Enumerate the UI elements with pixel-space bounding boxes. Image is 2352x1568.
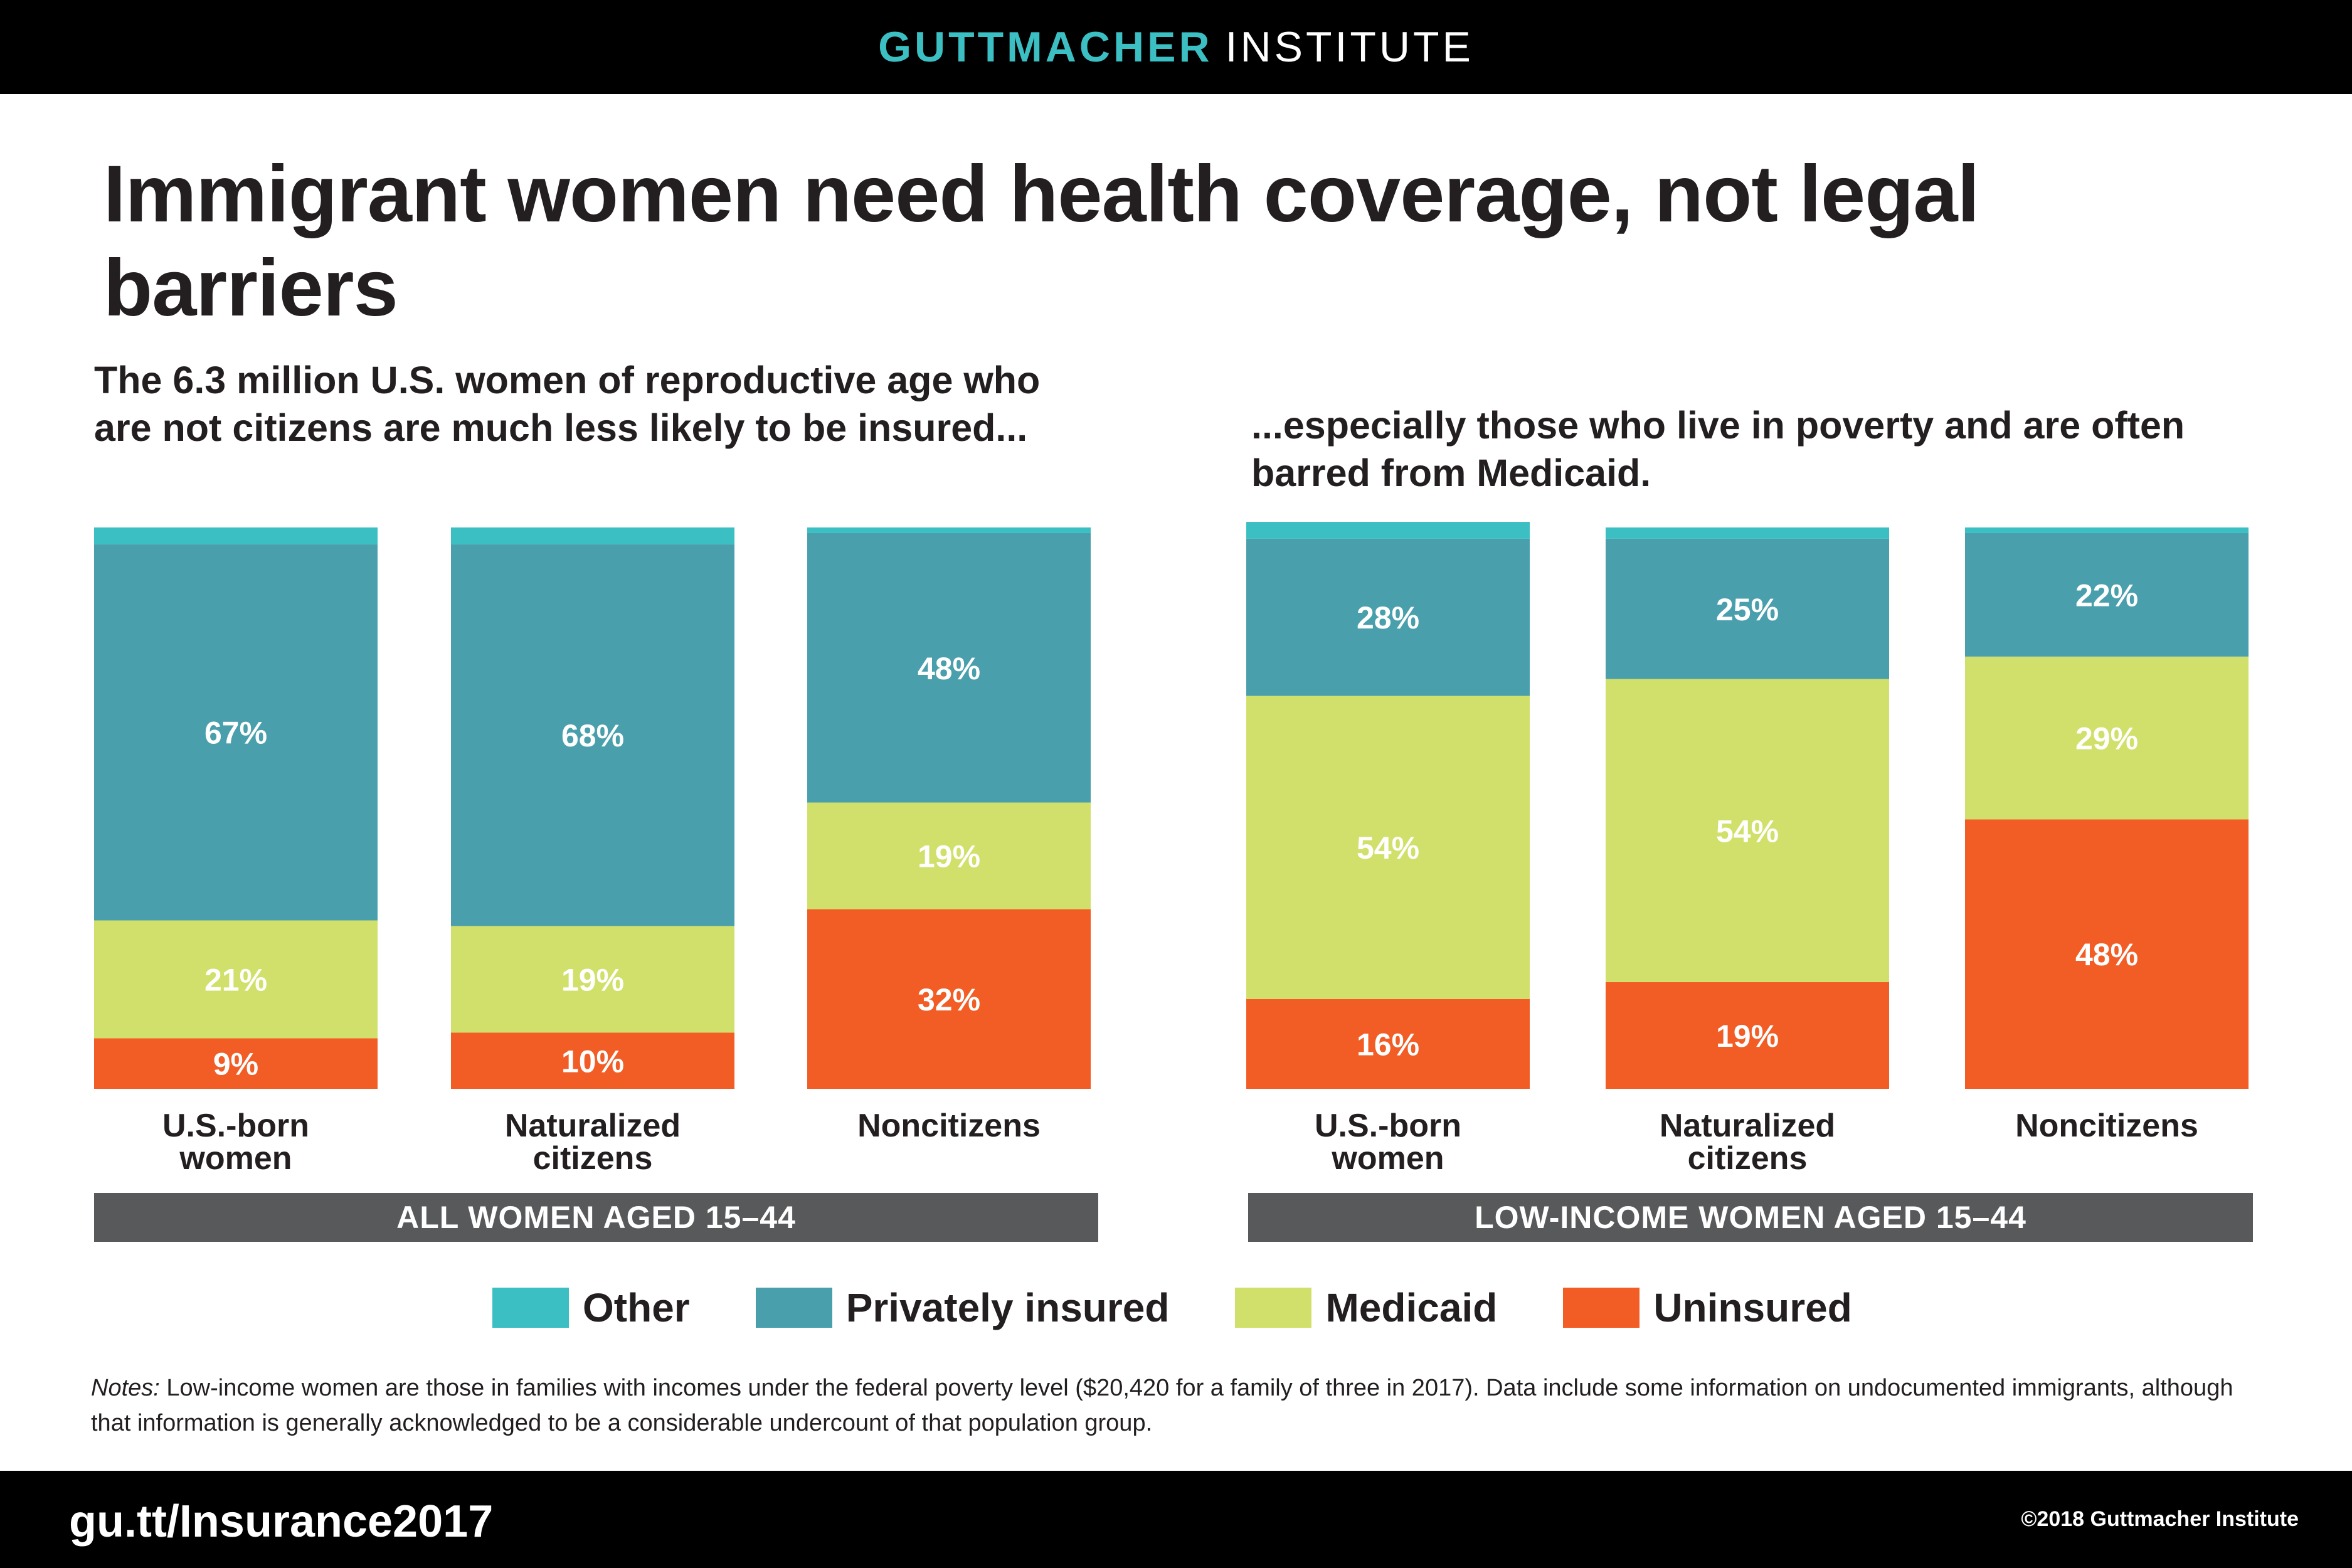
brand-primary: GUTTMACHER [878,23,1213,71]
bar-segment-uninsured-u-s-born-women-p2 [1246,999,1530,1089]
bar-segment-uninsured-noncitizens-p1 [807,909,1091,1089]
data-label-uninsured-naturalized-citizens-p1: 10% [561,1044,624,1079]
data-label-privately-insured-noncitizens-p2: 22% [2075,578,2138,613]
bar-segment-other-naturalized-citizens-p2 [1606,527,1889,539]
bar-segment-medicaid-noncitizens-p1 [807,802,1091,909]
bar-segment-other-u-s-born-women-p2 [1246,522,1530,539]
data-label-medicaid-u-s-born-women-p2: 54% [1357,830,1419,866]
chart-legend: Other Privately insured Medicaid Uninsur… [492,1285,1918,1331]
bar-segment-privately-insured-noncitizens-p2 [1965,532,2249,657]
panel-label-p2: LOW-INCOME WOMEN AGED 15–44 [1475,1200,2026,1235]
category-label-naturalized-citizens-p2: Naturalized citizens [1660,1108,1835,1177]
bar-segment-privately-insured-u-s-born-women-p2 [1246,538,1530,696]
brand-secondary: INSTITUTE [1225,23,1474,71]
data-label-uninsured-u-s-born-women-p2: 16% [1357,1027,1419,1062]
bar-segment-medicaid-naturalized-citizens-p1 [451,926,734,1033]
data-label-uninsured-u-s-born-women-p1: 9% [213,1047,258,1082]
data-label-privately-insured-naturalized-citizens-p2: 25% [1716,592,1779,627]
legend-item-private: Privately insured [755,1285,1170,1331]
notes: Notes: Low-income women are those in fam… [91,1370,2261,1441]
bar-segment-other-noncitizens-p2 [1965,527,2249,533]
category-label-u-s-born-women-p2: U.S.-born women [1315,1108,1461,1177]
subtitle-right: ...especially those who live in poverty … [1251,404,2185,494]
data-label-privately-insured-naturalized-citizens-p1: 68% [561,718,624,753]
subtitle-left: The 6.3 million U.S. women of reproducti… [94,359,1041,449]
bar-segment-privately-insured-u-s-born-women-p1 [94,544,378,921]
bar-segment-uninsured-noncitizens-p2 [1965,819,2249,1089]
panel-label-bg-p1 [94,1193,1098,1242]
notes-lead: Notes: [91,1375,160,1401]
bar-segment-medicaid-noncitizens-p2 [1965,656,2249,820]
legend-swatch-medicaid [1235,1288,1312,1328]
legend-label-uninsured: Uninsured [1653,1285,1852,1330]
bar-segment-privately-insured-noncitizens-p1 [807,532,1091,803]
stacked-bar-chart: 9% 21% 67% U.S.-born women 10% 19% 68% Naturaliz… [94,522,2253,1242]
bar-segment-medicaid-u-s-born-women-p2 [1246,696,1530,999]
bar-segment-other-naturalized-citizens-p1 [451,527,734,544]
bar-segment-medicaid-u-s-born-women-p1 [94,920,378,1039]
footer-copyright: ©2018 Guttmacher Institute [2021,1507,2299,1531]
bar-segment-uninsured-naturalized-citizens-p2 [1606,982,1889,1089]
data-label-privately-insured-u-s-born-women-p2: 28% [1357,600,1419,635]
headline: Immigrant women need health coverage, no… [103,149,1979,333]
data-label-medicaid-naturalized-citizens-p1: 19% [561,962,624,997]
bar-segment-other-u-s-born-women-p1 [94,527,378,544]
legend-swatch-other [492,1288,569,1328]
legend-item-medicaid: Medicaid [1235,1285,1497,1331]
legend-label-other: Other [583,1285,690,1330]
header-bar: GUTTMACHER INSTITUTE [0,0,2352,94]
legend-item-uninsured: Uninsured [1563,1285,1852,1331]
bar-segment-uninsured-naturalized-citizens-p1 [451,1032,734,1089]
data-label-uninsured-noncitizens-p2: 48% [2075,937,2138,972]
data-label-privately-insured-noncitizens-p1: 48% [918,651,980,686]
data-label-medicaid-naturalized-citizens-p2: 54% [1716,813,1779,849]
category-label-naturalized-citizens-p1: Naturalized citizens [505,1108,681,1177]
legend-label-private: Privately insured [845,1285,1170,1330]
legend-swatch-private [755,1288,832,1328]
category-label-u-s-born-women-p1: U.S.-born women [162,1108,309,1177]
bar-segment-privately-insured-naturalized-citizens-p2 [1606,538,1889,679]
bar-segment-medicaid-naturalized-citizens-p2 [1606,679,1889,982]
legend-label-medicaid: Medicaid [1325,1285,1498,1330]
bar-segment-privately-insured-naturalized-citizens-p1 [451,544,734,926]
panel-label-p1: ALL WOMEN AGED 15–44 [396,1200,796,1235]
data-label-uninsured-noncitizens-p1: 32% [918,982,980,1017]
data-label-medicaid-noncitizens-p1: 19% [918,839,980,874]
legend-swatch-uninsured [1563,1288,1640,1328]
footer-bar: gu.tt/Insurance2017 ©2018 Guttmacher Ins… [0,1471,2352,1568]
bar-segment-other-noncitizens-p1 [807,527,1091,533]
data-label-privately-insured-u-s-born-women-p1: 67% [204,716,267,751]
data-label-uninsured-naturalized-citizens-p2: 19% [1716,1019,1779,1054]
footer-url[interactable]: gu.tt/Insurance2017 [69,1496,494,1547]
legend-item-other: Other [492,1285,690,1331]
category-label-noncitizens-p2: Noncitizens [2015,1108,2198,1144]
bar-segment-uninsured-u-s-born-women-p1 [94,1038,378,1089]
panel-label-bg-p2 [1248,1193,2253,1242]
data-label-medicaid-u-s-born-women-p1: 21% [204,962,267,997]
data-label-medicaid-noncitizens-p2: 29% [2075,721,2138,756]
category-label-noncitizens-p1: Noncitizens [857,1108,1041,1144]
notes-text: Low-income women are those in families w… [91,1375,2233,1436]
